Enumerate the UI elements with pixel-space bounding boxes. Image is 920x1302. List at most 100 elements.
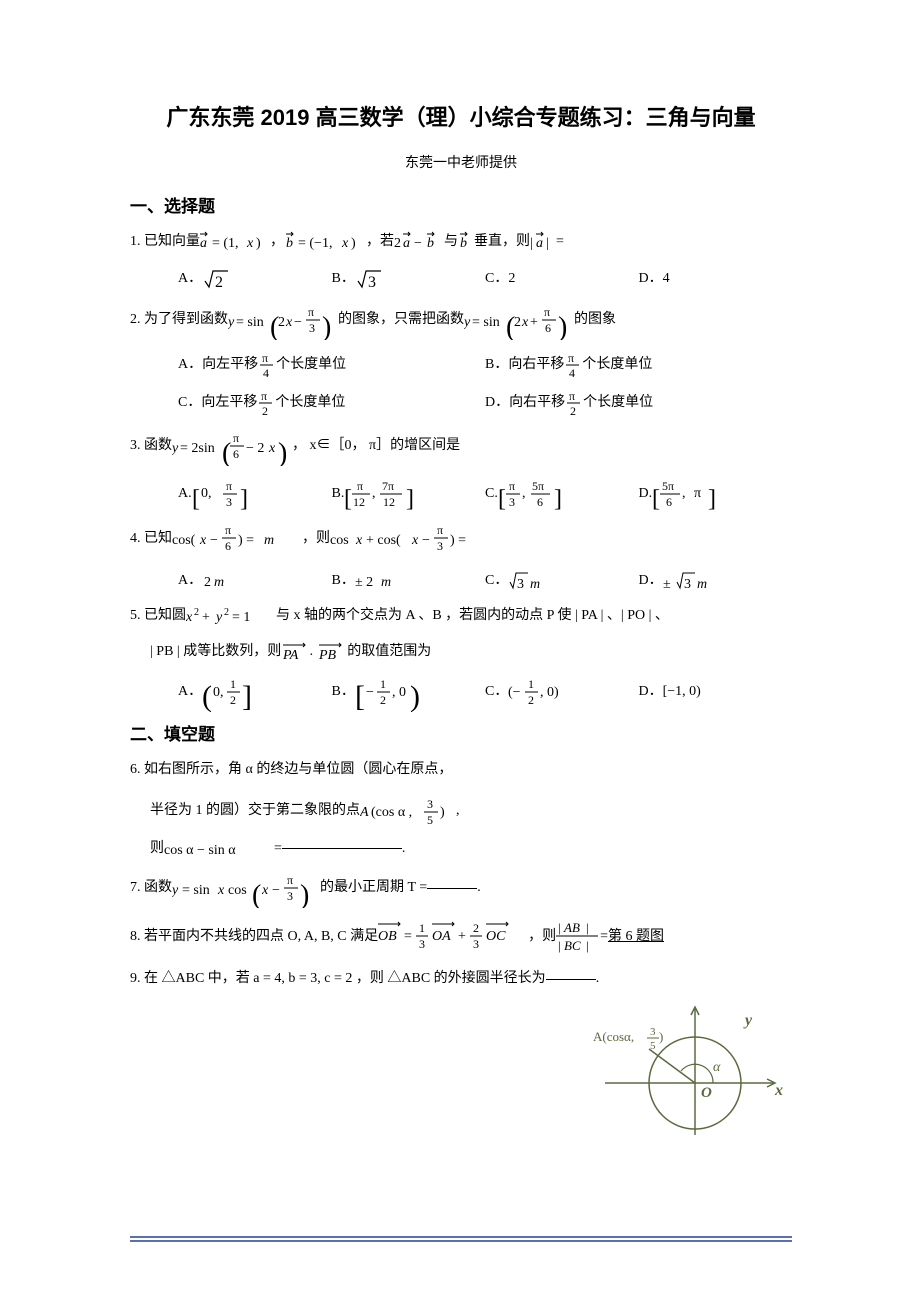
p5-m2: | PB | 成等比数列，则: [150, 639, 281, 666]
document-title: 广东东莞 2019 高三数学（理）小综合专题练习：三角与向量: [130, 100, 792, 132]
p5-line2: | PB | 成等比数列，则 PA · PB 的取值范围为: [150, 639, 792, 666]
blank-9: [546, 979, 596, 980]
unit-circle-figure: α y x O A(cosα, 3 5 ): [585, 995, 785, 1145]
svg-text:x: x: [774, 1082, 783, 1099]
svg-text:PB: PB: [318, 648, 337, 663]
svg-text:3: 3: [427, 797, 433, 811]
svg-text:a: a: [403, 236, 410, 251]
svg-text:π: π: [262, 351, 268, 365]
svg-text:1: 1: [419, 921, 425, 935]
p4-expr1: cos( x − π6 ) = m: [172, 520, 302, 558]
svg-text:6: 6: [233, 447, 239, 461]
p2A-l: A．: [178, 352, 202, 379]
svg-text:π: π: [308, 305, 314, 319]
svg-text:OC: OC: [486, 929, 506, 944]
svg-text:π: π: [544, 305, 550, 319]
svg-text:3: 3: [650, 1026, 656, 1038]
p3-mid: ， x∈［0， π］的增区间是: [292, 433, 460, 460]
p4-expr2: cos x + cos( x − π3 ) =: [330, 520, 500, 558]
p8-mid: ，则: [528, 924, 556, 951]
svg-text:−: −: [210, 533, 218, 548]
svg-text:2: 2: [394, 236, 401, 251]
p2C-t2: 个长度单位: [275, 390, 345, 417]
svg-text:x: x: [186, 610, 193, 625]
problem-4: 4. 已知 cos( x − π6 ) = m ，则 cos x + cos( …: [130, 520, 792, 558]
p6-l3e: =: [274, 836, 282, 863]
svg-text:]: ]: [554, 486, 562, 512]
p3A-l: A.: [178, 481, 192, 508]
p3D-l: D.: [639, 481, 653, 508]
p7-expr: y = sin x cos ( x − π3 ): [172, 868, 320, 908]
p5-prefix: 5. 已知圆: [130, 603, 186, 630]
svg-text:): ): [256, 236, 261, 251]
p2C-t1: 向左平移: [201, 390, 257, 417]
svg-text:= 1: = 1: [232, 610, 250, 625]
p7-prefix: 7. 函数: [130, 875, 172, 902]
p2D-t1: 向右平移: [509, 390, 565, 417]
p5-options: A． ( 0, 12 ] B． [ − 12 , 0 ) C． (− 12 , …: [178, 672, 792, 712]
svg-text:3: 3: [437, 539, 443, 553]
svg-text:5π: 5π: [662, 479, 674, 493]
p5B-l: B．: [332, 679, 355, 706]
svg-text:6: 6: [225, 539, 231, 553]
svg-text:|: |: [546, 236, 549, 251]
svg-text:= sin: = sin: [472, 315, 500, 330]
svg-text:−: −: [366, 685, 374, 700]
p1-m2: ，若: [366, 229, 394, 256]
svg-text:]: ]: [240, 486, 248, 512]
p5-circle: x 2 + y 2 = 1: [186, 605, 276, 627]
p2B-t2: 个长度单位: [582, 352, 652, 379]
problem-5: 5. 已知圆 x 2 + y 2 = 1 与 x 轴的两个交点为 A 、B ，若…: [130, 603, 792, 630]
svg-text:[: [: [652, 486, 660, 512]
svg-text:x: x: [521, 315, 529, 330]
svg-text:,: ,: [522, 486, 526, 501]
svg-text:): ): [322, 312, 331, 340]
svg-text:6: 6: [537, 495, 543, 509]
svg-text:(: (: [222, 438, 231, 466]
svg-text:m: m: [530, 577, 540, 592]
svg-text:(cos α ,: (cos α ,: [371, 805, 412, 820]
section-1-heading: 一、选择题: [130, 192, 792, 217]
p1-m1: ，: [270, 229, 284, 256]
svg-text:b: b: [460, 236, 467, 251]
p5-m1: 与 x 轴的两个交点为 A 、B ，若圆内的动点 P 使 | PA | 、| P…: [276, 603, 669, 630]
problem-6-l3: 则 cos α − sin α = .: [150, 836, 792, 863]
svg-text:1: 1: [380, 677, 386, 691]
svg-text:0,: 0,: [201, 486, 212, 501]
p3-options: A. [ 0, π3 ] B. [ π12 , 7π12 ] C. [ π3 ,…: [178, 476, 792, 512]
p5-optA: ( 0, 12 ]: [202, 672, 256, 712]
svg-text:cos α − sin α: cos α − sin α: [164, 843, 236, 858]
p3B-l: B.: [332, 481, 345, 508]
svg-text:) =: ) =: [238, 533, 254, 548]
svg-text:(: (: [252, 880, 261, 908]
svg-text:cos: cos: [228, 883, 247, 898]
svg-text:A(cosα,: A(cosα,: [593, 1029, 634, 1044]
p1-2a-b: 2 a − b: [394, 230, 444, 254]
p4-optC: 3 m: [508, 569, 548, 593]
p8-expr: OB = 13 OA + 23 OC: [378, 918, 528, 956]
p5-m3: 的取值范围为: [347, 639, 431, 666]
p4-optA: 2m: [202, 571, 232, 591]
p8-prefix: 8. 若平面内不共线的四点 O, A, B, C 满足: [130, 924, 378, 951]
p2-sin2: y = sin ( 2x + π 6 ): [464, 300, 574, 340]
p6-l1: 6. 如右图所示，角 α 的终边与单位圆（圆心在原点，: [130, 757, 452, 784]
svg-text:): ): [440, 805, 445, 820]
p1-options: A． 2 B． 3 C． 2 D． 4: [178, 266, 792, 293]
p2-options-cd: C． 向左平移 π2 个长度单位 D． 向右平移 π2 个长度单位: [178, 388, 792, 418]
svg-text:m: m: [381, 575, 391, 590]
svg-text:x: x: [199, 533, 207, 548]
svg-text:= (1,: = (1,: [212, 236, 239, 251]
p1-m4: 垂直，则: [474, 229, 530, 256]
svg-text:π: π: [261, 389, 267, 403]
svg-text:5: 5: [650, 1040, 656, 1052]
p4D-l: D．: [639, 568, 663, 595]
p2-suffix: 的图象: [574, 307, 616, 334]
p2C-l: C．: [178, 390, 201, 417]
svg-text:OB: OB: [378, 929, 397, 944]
problem-6-l1: 6. 如右图所示，角 α 的终边与单位圆（圆心在原点，: [130, 757, 792, 784]
svg-text:|: |: [530, 236, 533, 251]
svg-text:, 0: , 0: [392, 685, 406, 700]
svg-text:|: |: [586, 920, 589, 935]
svg-text:x: x: [268, 441, 276, 456]
svg-text:12: 12: [383, 495, 395, 509]
